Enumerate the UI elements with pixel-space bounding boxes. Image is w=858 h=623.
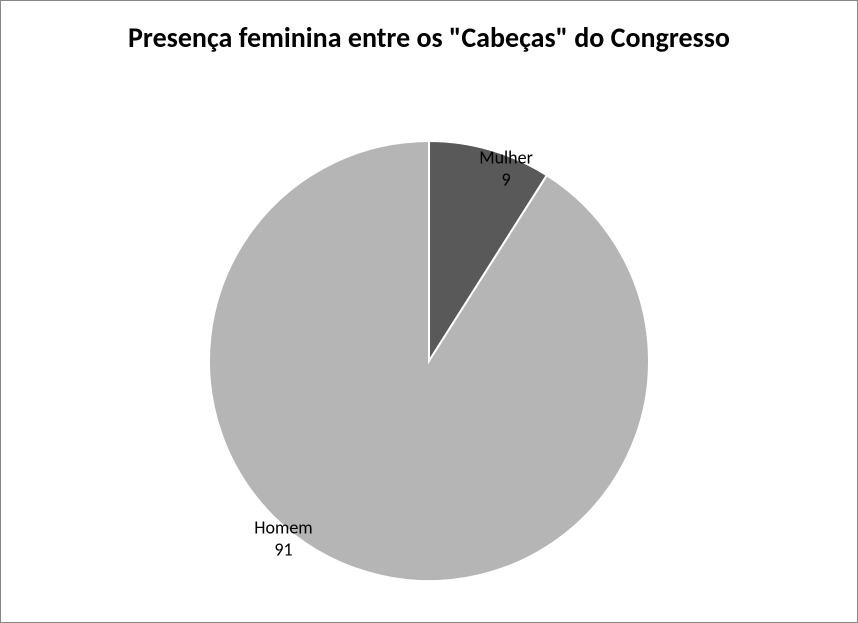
chart-title: Presença feminina entre os "Cabeças" do … [1,21,857,55]
slice-label-mulher-value: 9 [501,168,510,190]
slice-label-homem-name: Homem [254,517,312,539]
slice-label-mulher-name: Mulher [479,147,533,169]
pie-slice-homem [209,141,649,581]
slice-label-homem: Homem 91 [254,518,312,561]
plot-area: Mulher 9 Homem 91 [1,121,857,602]
chart-frame: Presença feminina entre os "Cabeças" do … [0,0,858,623]
slice-label-mulher: Mulher 9 [479,148,533,191]
slice-label-homem-value: 91 [274,538,292,560]
